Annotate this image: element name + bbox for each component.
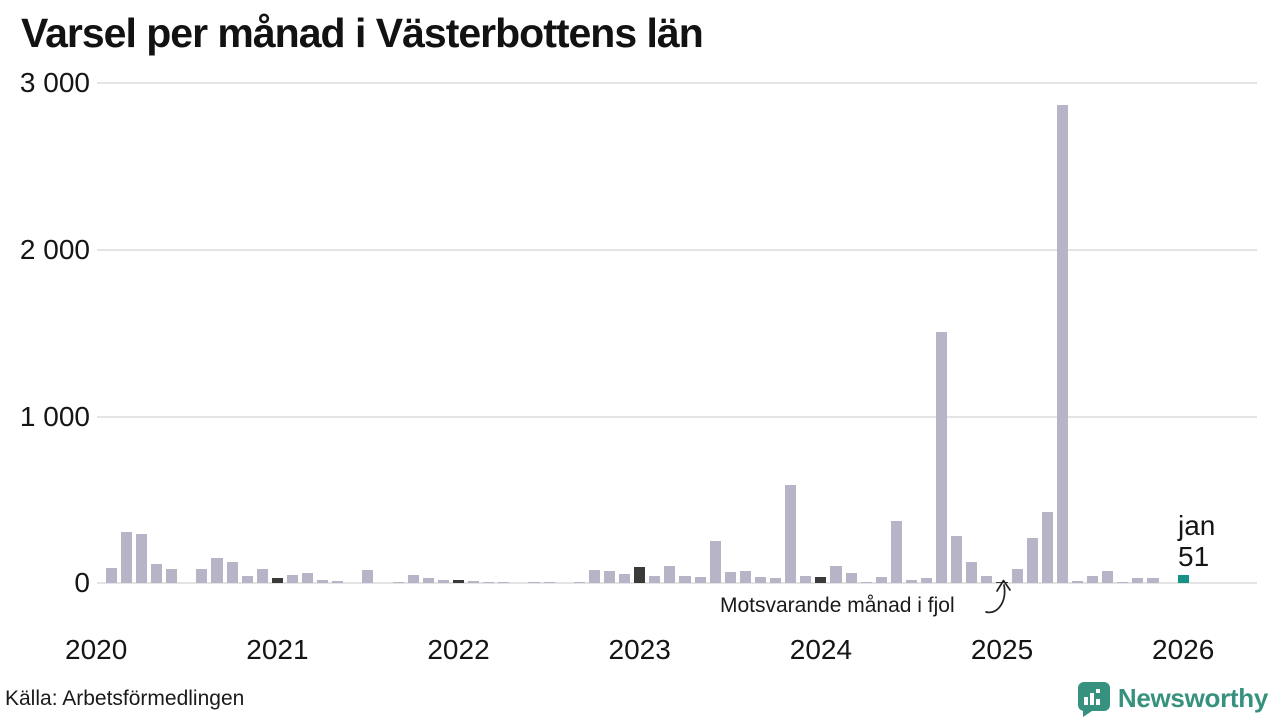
bar-2023-01 bbox=[634, 566, 646, 584]
bar-2020-08 bbox=[196, 569, 208, 584]
bar-2023-06 bbox=[709, 540, 721, 584]
bar-2020-10 bbox=[226, 561, 238, 584]
bar-2021-07 bbox=[362, 570, 374, 584]
bar-2024-04 bbox=[860, 581, 872, 584]
x-axis-year-label: 2026 bbox=[1152, 634, 1215, 665]
bar-2023-08 bbox=[739, 570, 751, 584]
bar-2022-03 bbox=[483, 581, 495, 584]
bar-2020-09 bbox=[211, 557, 223, 584]
bar-2020-11 bbox=[241, 575, 253, 584]
bar-2024-09 bbox=[936, 331, 948, 584]
bar-2024-10 bbox=[951, 535, 963, 584]
speech-bubble-bar-chart-icon bbox=[1077, 682, 1110, 717]
bar-2023-04 bbox=[679, 576, 691, 584]
bar-2025-04 bbox=[1041, 511, 1053, 584]
bar-2024-08 bbox=[920, 578, 933, 584]
bar-2024-01 bbox=[815, 577, 827, 584]
bar-2025-05 bbox=[1056, 105, 1068, 584]
gridline bbox=[97, 249, 1257, 251]
y-axis-tick-label: 2 000 bbox=[19, 234, 90, 265]
bar-2024-03 bbox=[845, 572, 857, 584]
bar-2025-02 bbox=[1011, 569, 1023, 584]
bar-2022-04 bbox=[498, 582, 510, 584]
y-axis-tick-label: 3 000 bbox=[19, 67, 90, 99]
bar-2025-10 bbox=[1132, 578, 1144, 584]
bar-2025-08 bbox=[1102, 570, 1114, 584]
bar-2025-06 bbox=[1071, 580, 1084, 584]
bar-2021-02 bbox=[286, 575, 299, 584]
x-axis-year-label: 2024 bbox=[789, 634, 853, 665]
bar-2024-02 bbox=[830, 565, 842, 584]
bar-2023-10 bbox=[770, 577, 782, 584]
bar-2025-01 bbox=[996, 581, 1008, 584]
gridline bbox=[97, 415, 1257, 418]
x-axis-year-label: 2022 bbox=[427, 634, 490, 665]
newsworthy-wordmark: Newsworthy bbox=[1117, 683, 1268, 713]
bar-2025-07 bbox=[1087, 576, 1099, 584]
bar-2022-10 bbox=[588, 570, 600, 584]
source-credit: Källa: Arbetsförmedlingen bbox=[5, 687, 245, 710]
bar-2023-05 bbox=[694, 577, 706, 584]
bar-2021-11 bbox=[422, 578, 434, 584]
bar-2023-11 bbox=[785, 485, 797, 584]
newsworthy-logo: Newsworthy bbox=[1075, 680, 1268, 717]
bar-2021-10 bbox=[407, 575, 419, 584]
gridline bbox=[97, 82, 1257, 85]
bar-2026-01 bbox=[1177, 574, 1189, 584]
x-axis-year-label: 2020 bbox=[65, 634, 128, 665]
bar-2021-05 bbox=[332, 581, 344, 584]
bar-2021-04 bbox=[317, 580, 329, 584]
bar-2020-03 bbox=[120, 531, 132, 584]
bar-2022-09 bbox=[573, 581, 585, 584]
x-axis-year-label: 2025 bbox=[970, 634, 1034, 665]
bar-2024-05 bbox=[875, 576, 887, 584]
bar-2023-09 bbox=[754, 577, 767, 584]
bar-2022-02 bbox=[468, 581, 480, 584]
bar-2025-11 bbox=[1147, 578, 1159, 584]
bar-2021-12 bbox=[437, 580, 449, 584]
bar-2023-12 bbox=[800, 576, 812, 584]
bar-2022-01 bbox=[452, 580, 465, 584]
bar-2024-12 bbox=[981, 575, 993, 584]
bar-2022-07 bbox=[543, 582, 555, 584]
gridline bbox=[97, 582, 1257, 585]
annotation-label: Motsvarande månad i fjol bbox=[720, 594, 955, 617]
bar-2020-06 bbox=[166, 568, 178, 584]
bar-2024-11 bbox=[966, 561, 978, 584]
y-axis-tick-label: 0 bbox=[74, 567, 90, 599]
bar-2023-02 bbox=[649, 576, 661, 584]
bar-2023-03 bbox=[664, 566, 676, 584]
y-axis-tick-label: 1 000 bbox=[19, 400, 90, 432]
bar-2025-09 bbox=[1117, 581, 1129, 584]
highlight-month-label: jan bbox=[1178, 510, 1216, 541]
bar-2021-09 bbox=[392, 582, 404, 584]
highlight-value-label: 51 bbox=[1178, 541, 1210, 572]
bar-2024-07 bbox=[905, 580, 917, 584]
chart-title: Varsel per månad i Västerbottens län bbox=[21, 10, 704, 56]
x-axis-year-label: 2021 bbox=[246, 634, 309, 665]
bar-2020-04 bbox=[135, 534, 148, 584]
bar-2022-11 bbox=[603, 571, 616, 584]
bar-2025-03 bbox=[1026, 538, 1038, 584]
bar-2022-06 bbox=[528, 581, 540, 584]
highlight-label: jan 51 bbox=[1178, 510, 1215, 572]
x-axis-year-label: 2023 bbox=[608, 634, 671, 665]
bar-2020-02 bbox=[105, 567, 117, 584]
bar-2023-07 bbox=[724, 571, 736, 584]
bar-2024-06 bbox=[890, 520, 902, 584]
bar-2022-12 bbox=[619, 573, 631, 584]
bar-2021-01 bbox=[271, 577, 283, 584]
bar-2020-12 bbox=[256, 569, 268, 584]
bar-2020-05 bbox=[151, 564, 163, 584]
bar-2021-03 bbox=[302, 573, 314, 584]
